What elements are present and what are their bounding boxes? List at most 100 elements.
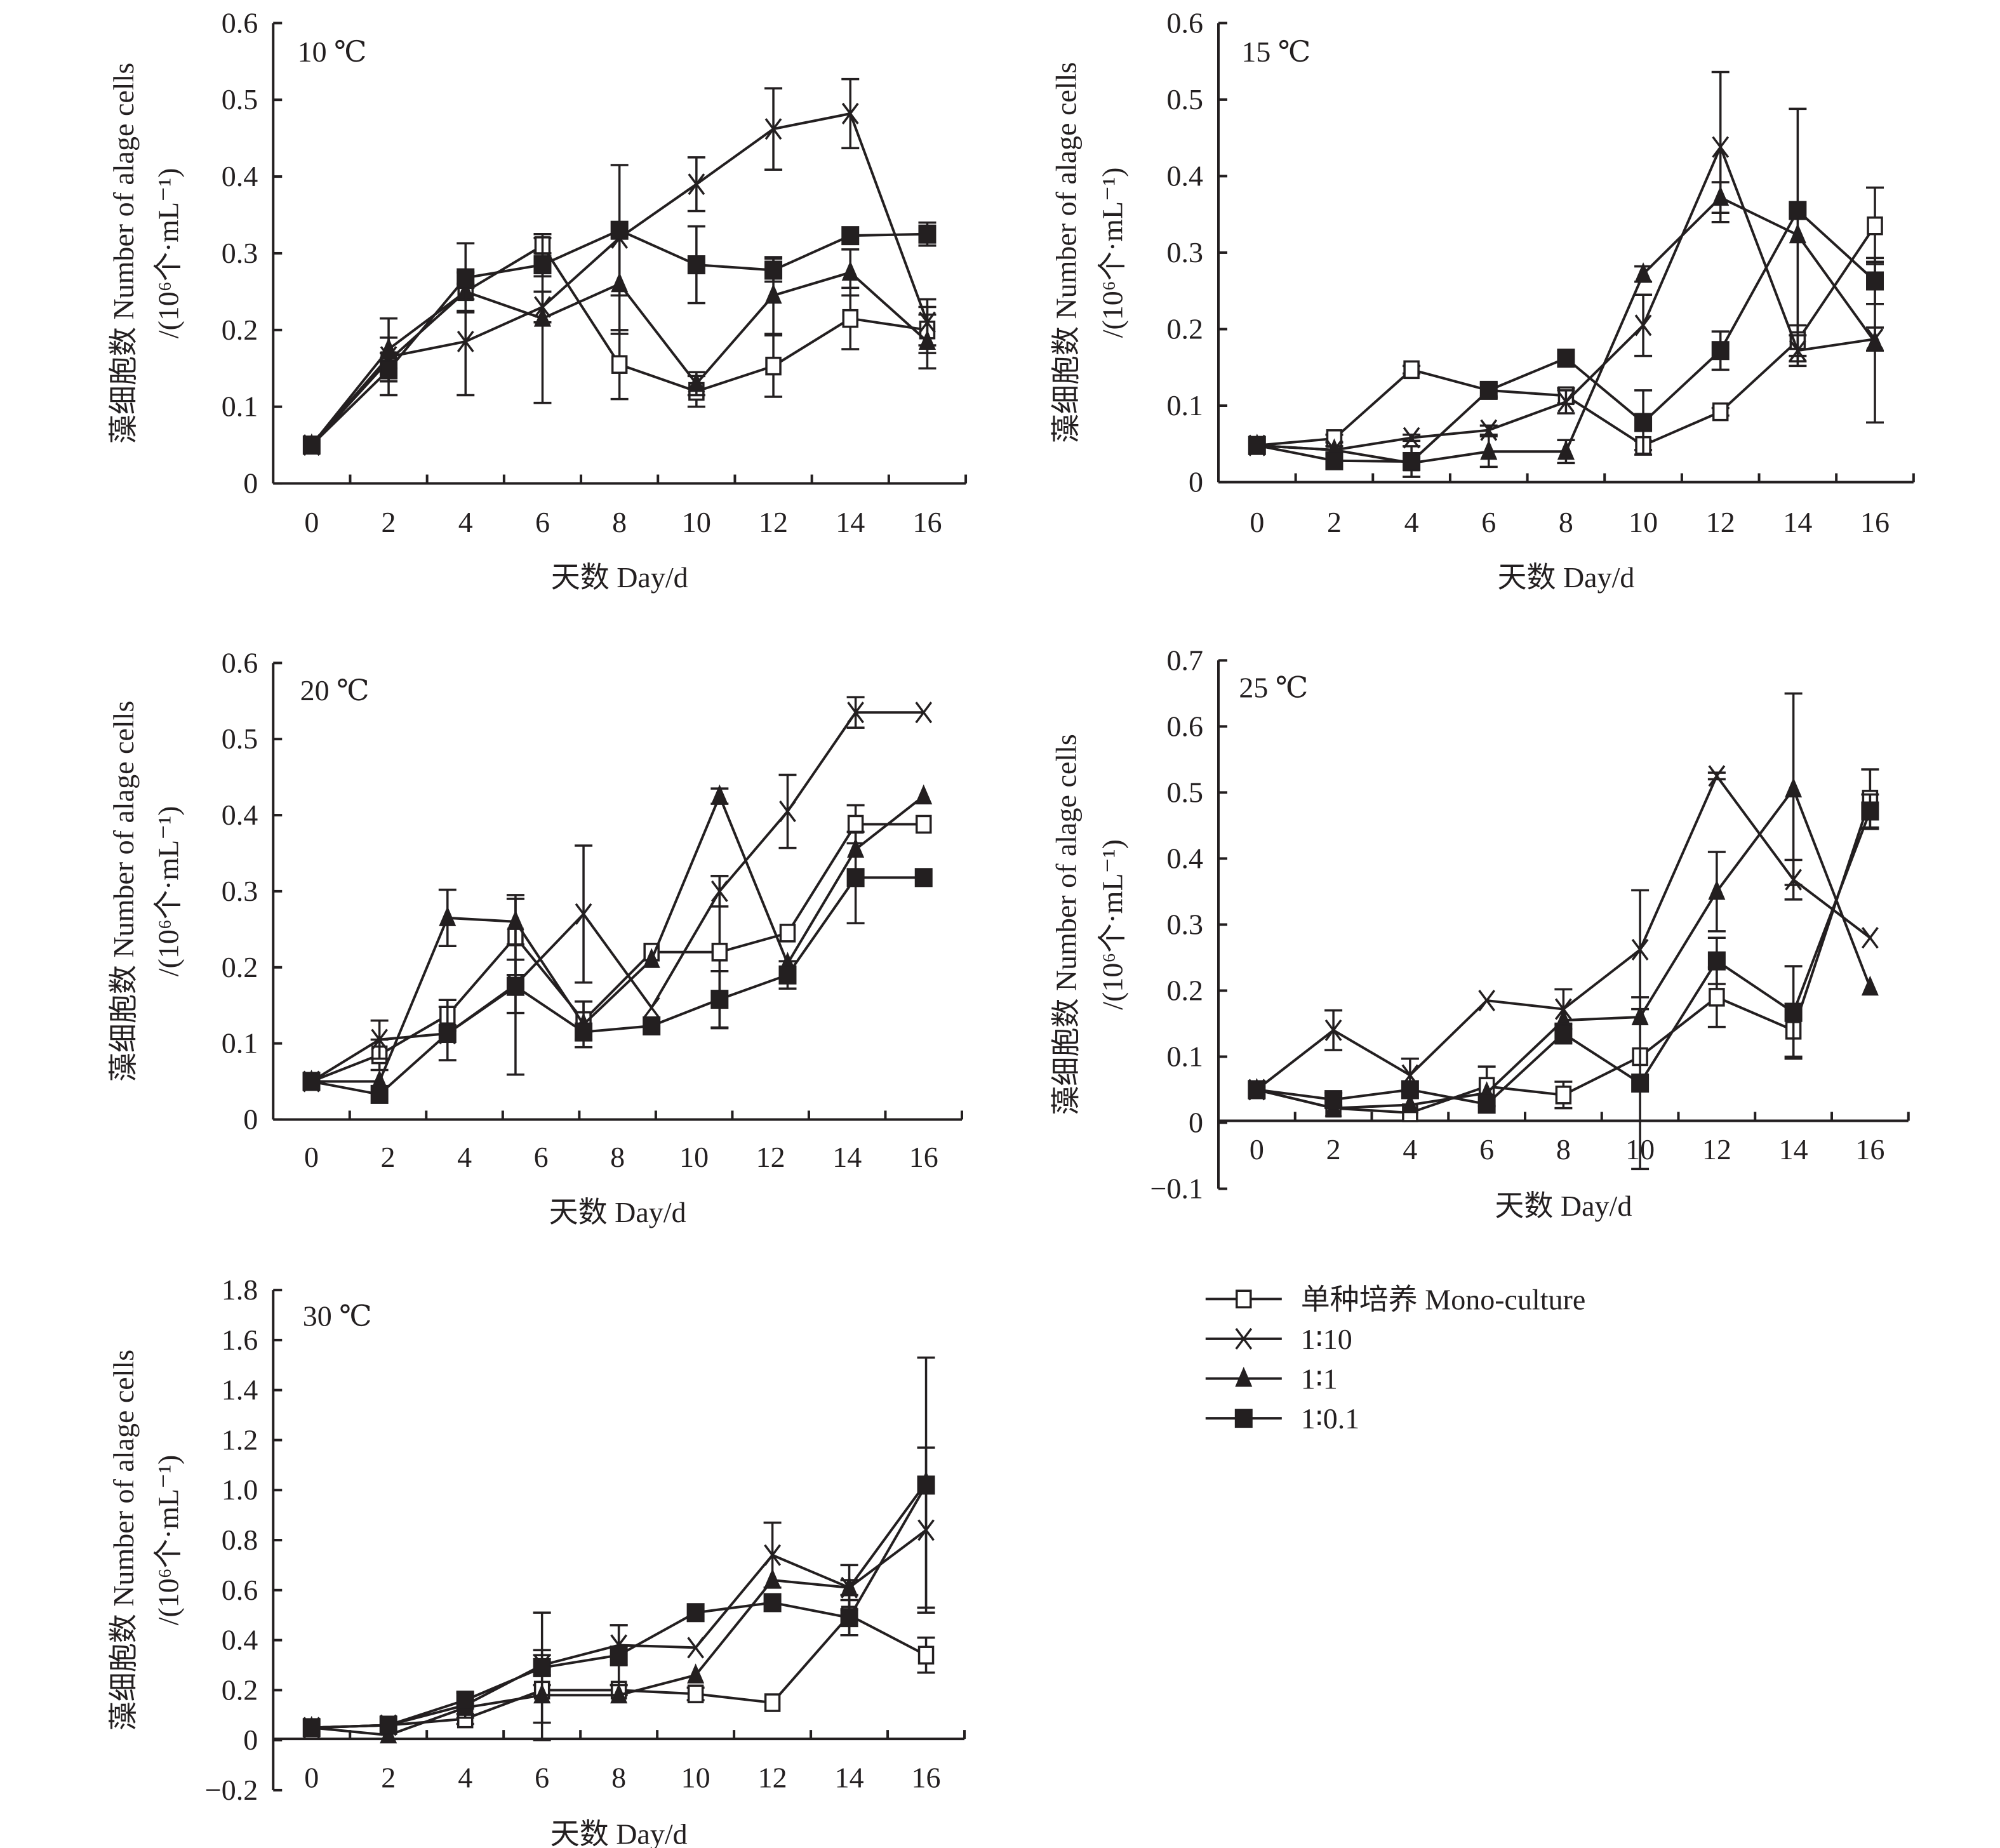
y-tick-label: 0.2 xyxy=(222,1673,258,1706)
panel-temperature-label: 20 ℃ xyxy=(300,674,370,707)
y-tick-label: 0.2 xyxy=(1167,974,1204,1006)
ratio-1-0.1-marker xyxy=(1479,380,1498,400)
x-tick-label: 16 xyxy=(912,1762,941,1794)
series-line xyxy=(311,876,924,1096)
ratio-1-0.1-marker xyxy=(764,260,783,280)
ratio-1-0.1-marker xyxy=(1403,451,1421,471)
ratio-1-0.1-marker xyxy=(840,1608,858,1628)
ratio-1-0.1-marker xyxy=(370,1084,389,1104)
ratio-1-10-marker xyxy=(1478,990,1496,1012)
x-tick-label: 10 xyxy=(682,506,711,538)
legend-entry-mono-culture: 单种培养 Mono-culture xyxy=(1205,1283,1585,1315)
panel-temperature-label: 25 ℃ xyxy=(1239,672,1308,704)
legend-label: 单种培养 Mono-culture xyxy=(1301,1283,1585,1315)
ratio-1-1-marker xyxy=(687,1663,705,1684)
x-tick-label: 12 xyxy=(1702,1133,1731,1166)
series-ratio-1-1 xyxy=(1248,692,1879,1117)
x-tick-label: 2 xyxy=(381,1762,396,1794)
ratio-1-0.1-marker xyxy=(1711,341,1730,361)
ratio-1-0.1-marker xyxy=(302,435,321,455)
ratio-1-0.1-marker xyxy=(302,1072,321,1091)
ratio-1-0.1-marker xyxy=(841,226,860,246)
ratio-1-0.1-marker xyxy=(1789,201,1807,220)
legend-label: 1∶1 xyxy=(1301,1363,1338,1395)
ratio-1-1-marker xyxy=(1861,975,1879,996)
x-tick-label: 0 xyxy=(1250,1133,1264,1166)
x-tick-label: 6 xyxy=(535,506,550,538)
ratio-1-10-marker xyxy=(575,903,592,925)
y-axis-unit: /(10⁶个·mL⁻¹) xyxy=(152,168,185,339)
ratio-1-0.1-marker xyxy=(379,1715,397,1735)
ratio-1-0.1-marker xyxy=(610,1645,628,1665)
x-tick-label: 8 xyxy=(611,1762,626,1794)
y-tick-label: 0.4 xyxy=(222,799,258,831)
ratio-1-10-marker xyxy=(1712,136,1730,158)
ratio-1-1-marker xyxy=(710,784,728,805)
y-tick-label: 0.5 xyxy=(222,83,258,116)
x-axis-title: 天数 Day/d xyxy=(550,1818,688,1848)
ratio-1-10-marker xyxy=(1634,314,1652,336)
x-tick-label: 14 xyxy=(836,506,865,538)
legend-mono-culture-marker xyxy=(1236,1289,1252,1309)
x-axis-title: 天数 Day/d xyxy=(1495,1190,1632,1222)
y-tick-label: 0.3 xyxy=(222,237,258,269)
y-tick-label: 0 xyxy=(1189,1107,1203,1139)
ratio-1-0.1-marker xyxy=(1324,1090,1343,1110)
ratio-1-1-marker xyxy=(915,784,933,805)
legend-label: 1∶10 xyxy=(1301,1323,1352,1355)
mono-culture-marker xyxy=(765,356,782,376)
ratio-1-1-marker xyxy=(841,1576,858,1596)
series-line xyxy=(311,792,924,1083)
y-tick-label: −0.2 xyxy=(205,1774,258,1806)
y-tick-label: 0.2 xyxy=(1167,312,1204,345)
series-line xyxy=(310,823,924,1083)
x-tick-label: 6 xyxy=(1481,506,1496,538)
y-tick-label: 0 xyxy=(243,1724,258,1756)
x-tick-label: 4 xyxy=(458,506,473,538)
ratio-1-0.1-marker xyxy=(533,255,552,275)
y-tick-label: 0.8 xyxy=(222,1524,258,1556)
ratio-1-0.1-marker xyxy=(1557,349,1575,368)
ratio-1-10-marker xyxy=(1557,390,1575,413)
ratio-1-10-marker xyxy=(710,880,728,902)
x-tick-label: 2 xyxy=(1326,1133,1341,1166)
ratio-1-1-marker xyxy=(764,1568,782,1589)
ratio-1-10-marker xyxy=(1708,765,1726,787)
ratio-1-10-marker xyxy=(687,1637,705,1659)
x-axis-title: 天数 Day/d xyxy=(1497,561,1634,594)
ratio-1-1-marker xyxy=(1634,262,1652,283)
x-tick-label: 10 xyxy=(679,1141,709,1173)
panel-temperature-label: 15 ℃ xyxy=(1241,36,1310,68)
x-tick-label: 4 xyxy=(1404,506,1419,538)
ratio-1-1-marker xyxy=(610,1683,628,1704)
ratio-1-10-marker xyxy=(643,997,660,1019)
chart-panel-2: 0 0.1 0.2 0.3 0.4 0.5 0.6 0 2 4 6 8 10 12 14 16 天数 Day/d… xyxy=(1050,6,1915,594)
x-tick-label: 12 xyxy=(1706,506,1735,538)
series-ratio-1-0.1 xyxy=(1248,201,1884,478)
y-axis-title: 藻细胞数 Number of alage cells xyxy=(107,63,140,444)
x-tick-label: 14 xyxy=(1783,506,1812,538)
ratio-1-0.1-marker xyxy=(438,1024,457,1044)
legend-ratio-1-10-marker xyxy=(1235,1327,1253,1350)
ratio-1-0.1-marker xyxy=(710,990,729,1009)
x-tick-label: 0 xyxy=(304,506,319,538)
ratio-1-10-marker xyxy=(764,1544,781,1566)
series-mono-culture xyxy=(303,804,932,1091)
y-tick-label: 0.6 xyxy=(1167,710,1204,742)
x-tick-label: 14 xyxy=(1779,1133,1808,1166)
ratio-1-10-marker xyxy=(841,102,859,125)
mono-culture-marker xyxy=(847,814,864,834)
x-tick-label: 2 xyxy=(381,1141,396,1173)
x-tick-label: 14 xyxy=(835,1762,864,1794)
legend-entry-ratio-1-10: 1∶10 xyxy=(1205,1323,1352,1355)
ratio-1-10-marker xyxy=(1861,927,1879,949)
y-axis-title: 藻细胞数 Number of alage cells xyxy=(107,701,140,1082)
mono-culture-marker xyxy=(764,1693,781,1712)
ratio-1-1-marker xyxy=(533,307,551,327)
ratio-1-0.1-marker xyxy=(1401,1080,1419,1100)
x-tick-label: 16 xyxy=(1860,506,1890,538)
series-line xyxy=(1257,810,1872,1106)
ratio-1-0.1-marker xyxy=(917,1475,935,1495)
chart-panel-1: 0 0.1 0.2 0.3 0.4 0.5 0.6 0 2 4 6 8 10 12 14 16 天数 Day/d… xyxy=(107,6,968,594)
ratio-1-1-marker xyxy=(380,337,397,358)
